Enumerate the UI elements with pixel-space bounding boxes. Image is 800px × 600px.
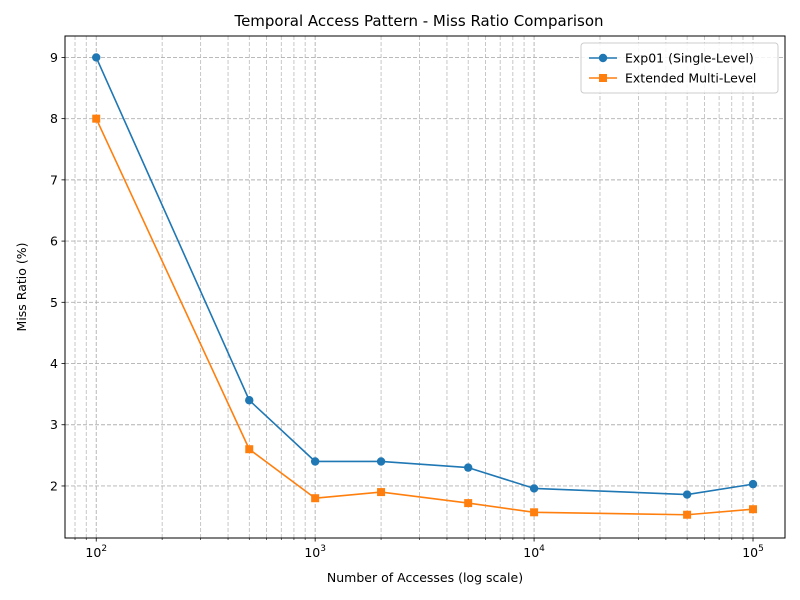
data-point xyxy=(245,396,254,405)
data-point xyxy=(92,114,101,123)
x-tick-label: 104 xyxy=(523,544,545,560)
y-tick-label: 2 xyxy=(50,478,58,493)
legend-item: Extended Multi-Level xyxy=(589,71,756,86)
y-tick-label: 5 xyxy=(50,295,58,310)
legend-label: Exp01 (Single-Level) xyxy=(625,51,754,66)
data-point xyxy=(464,499,473,508)
x-axis: 102 103 104 105 xyxy=(74,538,764,560)
legend-item: Exp01 (Single-Level) xyxy=(589,51,754,66)
y-axis: 2 3 4 5 6 7 8 9 xyxy=(50,50,65,493)
x-tick-label: 103 xyxy=(304,544,326,560)
data-point xyxy=(245,445,254,454)
data-point xyxy=(463,463,473,472)
data-point xyxy=(529,484,539,493)
series-layer xyxy=(92,53,758,519)
data-point xyxy=(530,508,539,517)
legend-marker xyxy=(598,53,608,63)
y-tick-label: 9 xyxy=(50,50,58,65)
data-point xyxy=(682,490,692,499)
y-tick-label: 4 xyxy=(50,356,58,371)
data-point xyxy=(683,510,692,519)
legend-marker xyxy=(599,74,607,82)
y-tick-label: 6 xyxy=(50,234,58,249)
data-point xyxy=(92,53,101,62)
data-point xyxy=(310,457,320,466)
y-axis-label: Miss Ratio (%) xyxy=(14,243,29,332)
series-1 xyxy=(92,53,758,499)
y-tick-label: 3 xyxy=(50,417,58,432)
legend: Exp01 (Single-Level) Extended Multi-Level xyxy=(580,42,779,94)
legend-label: Extended Multi-Level xyxy=(625,71,756,86)
legend-box xyxy=(580,42,779,94)
x-axis-label: Number of Accesses (log scale) xyxy=(327,570,523,585)
y-tick-label: 8 xyxy=(50,111,58,126)
data-point xyxy=(748,479,758,489)
data-point xyxy=(376,457,386,466)
series-line xyxy=(95,118,754,516)
x-tick-label: 105 xyxy=(742,544,764,560)
data-point xyxy=(311,494,320,503)
y-tick-label: 7 xyxy=(50,172,58,187)
plot-frame xyxy=(64,35,786,539)
grid xyxy=(65,36,785,538)
data-point xyxy=(377,488,386,497)
x-tick-label: 102 xyxy=(85,544,107,560)
chart-title: Temporal Access Pattern - Miss Ratio Com… xyxy=(233,12,603,30)
series-line xyxy=(95,57,754,496)
series-2 xyxy=(92,114,758,519)
data-point xyxy=(749,505,758,514)
